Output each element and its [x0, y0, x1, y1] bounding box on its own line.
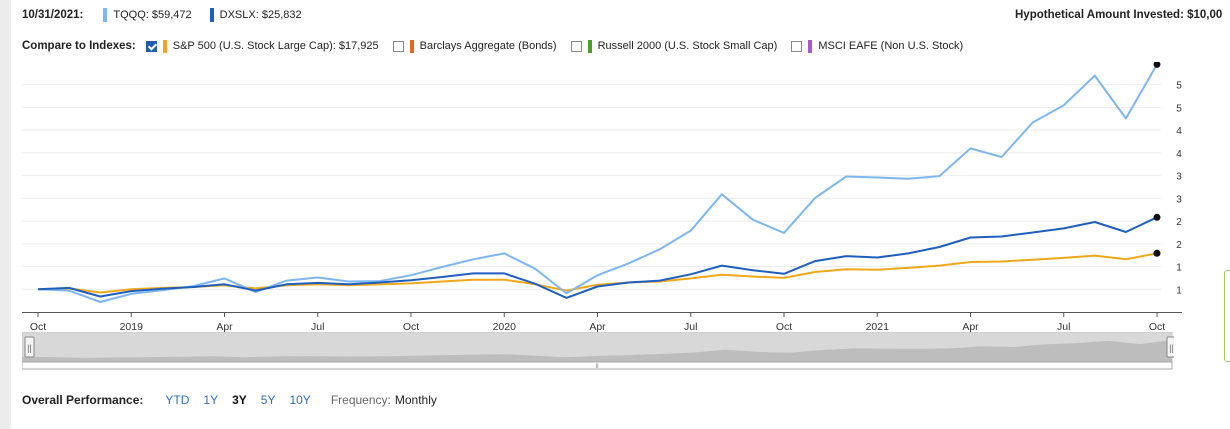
barclays-swatch [409, 39, 414, 53]
barclays-checkbox[interactable] [392, 40, 404, 52]
x-tick-label: Jul [684, 321, 697, 332]
russell-checkbox[interactable] [570, 40, 582, 52]
y-tick-label: 20K [1176, 240, 1182, 251]
period-ytd[interactable]: YTD [165, 393, 190, 407]
barclays-label: Barclays Aggregate (Bonds) [419, 40, 557, 52]
fund-legend-row: 10/31/2021: TQQQ: $59,472 DXSLX: $25,832 [22, 6, 320, 24]
y-tick-label: 55K [1176, 81, 1182, 92]
legend-label-tqqq: TQQQ: $59,472 [113, 9, 192, 21]
russell-label: Russell 2000 (U.S. Stock Small Cap) [597, 40, 778, 52]
frequency-label: Frequency: [330, 393, 391, 407]
tqqq-swatch [103, 8, 108, 22]
compare-indexes-row: Compare to Indexes: S&P 500 (U.S. Stock … [22, 37, 977, 55]
y-tick-label: 25K [1176, 217, 1182, 228]
x-tick-label: Jul [1057, 321, 1070, 332]
endpoint-marker-tqqq [1153, 62, 1161, 68]
msci-label: MSCI EAFE (Non U.S. Stock) [818, 40, 964, 52]
navigator-right-handle[interactable] [1166, 336, 1174, 358]
hypothetical-amount: Hypothetical Amount Invested: $10,00 [1015, 9, 1223, 21]
y-tick-label: 35K [1176, 172, 1182, 183]
period-10y[interactable]: 10Y [289, 393, 311, 407]
index-msci[interactable]: MSCI EAFE (Non U.S. Stock) [791, 39, 964, 53]
series-line-dxslx [37, 216, 1158, 299]
x-tick-label: Apr [962, 321, 979, 332]
navigator-left-handle[interactable] [24, 336, 35, 358]
scrollbar-grip[interactable]: II [595, 364, 599, 370]
as-of-date: 10/31/2021: [22, 9, 84, 21]
side-panel-edge [1224, 270, 1230, 362]
navigator-scrollbar[interactable] [22, 361, 1173, 370]
y-tick-label: 15K [1176, 263, 1182, 274]
x-axis: Oct 2019 Apr Jul Oct 2020 Apr Jul Oct 2021 Apr Jul O… [22, 312, 1182, 332]
y-tick-label: 45K [1176, 126, 1182, 137]
performance-footer: Overall Performance: YTD 1Y 3Y 5Y 10Y Fr… [22, 391, 437, 409]
frequency-value[interactable]: Monthly [394, 393, 437, 407]
x-tick-label: Oct [776, 321, 792, 332]
russell-swatch [587, 39, 592, 53]
overall-performance-label: Overall Performance: [22, 393, 144, 407]
sp500-swatch [162, 39, 167, 53]
endpoint-marker-s-p-500 [1153, 249, 1161, 257]
sp500-checkbox[interactable] [145, 40, 157, 52]
legend-item-dxslx: DXSLX: $25,832 [209, 8, 302, 22]
dxslx-swatch [209, 8, 214, 22]
series-line-tqqq [37, 63, 1158, 303]
compare-label: Compare to Indexes: [22, 40, 136, 52]
x-tick-label: 2019 [120, 321, 144, 332]
chart-grid [22, 84, 1161, 290]
left-gutter [0, 0, 11, 429]
y-tick-label: 30K [1176, 194, 1182, 205]
range-navigator[interactable]: II || || [22, 332, 1174, 370]
x-tick-label: Oct [403, 321, 419, 332]
index-barclays[interactable]: Barclays Aggregate (Bonds) [392, 39, 557, 53]
y-tick-label: 10K [1176, 285, 1182, 296]
x-tick-label: Oct [30, 321, 46, 332]
x-tick-label: Jul [311, 321, 324, 332]
performance-chart: 10K 15K 20K 25K 30K 35K 40K 45K 50K 55K Oct 2019 Ap… [22, 62, 1182, 332]
x-tick-label: Oct [1149, 321, 1165, 332]
y-tick-label: 40K [1176, 149, 1182, 160]
y-tick-label: 50K [1176, 103, 1182, 114]
period-3y[interactable]: 3Y [232, 393, 247, 407]
x-tick-label: 2020 [493, 321, 517, 332]
endpoint-marker-dxslx [1153, 213, 1161, 221]
msci-swatch [808, 39, 813, 53]
msci-checkbox[interactable] [791, 40, 803, 52]
left-handle-grip: || [27, 343, 32, 353]
period-5y[interactable]: 5Y [260, 393, 276, 407]
legend-item-tqqq: TQQQ: $59,472 [103, 8, 192, 22]
sp500-label: S&P 500 (U.S. Stock Large Cap): $17,925 [172, 40, 379, 52]
x-tick-label: Apr [216, 321, 233, 332]
index-sp500[interactable]: S&P 500 (U.S. Stock Large Cap): $17,925 [145, 39, 379, 53]
navigator-area [22, 340, 1172, 362]
chart-series [37, 62, 1161, 303]
period-1y[interactable]: 1Y [203, 393, 219, 407]
y-axis-labels: 10K 15K 20K 25K 30K 35K 40K 45K 50K 55K [1176, 81, 1182, 297]
x-tick-label: 2021 [866, 321, 890, 332]
index-russell[interactable]: Russell 2000 (U.S. Stock Small Cap) [570, 39, 778, 53]
legend-label-dxslx: DXSLX: $25,832 [219, 9, 302, 21]
x-tick-label: Apr [589, 321, 606, 332]
right-handle-grip: || [1169, 343, 1174, 353]
